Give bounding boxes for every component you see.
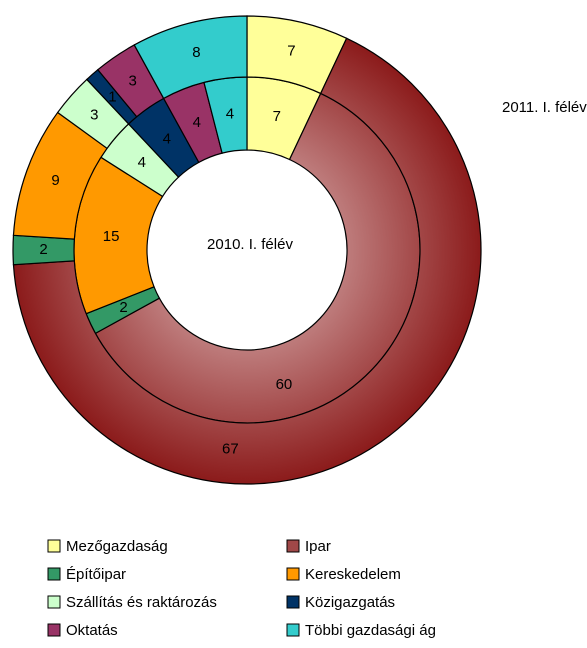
legend-label: Többi gazdasági ág	[305, 622, 436, 639]
data-label: 2	[119, 299, 127, 316]
data-label: 1	[108, 88, 116, 105]
data-label: 4	[226, 106, 234, 123]
data-label: 9	[51, 172, 59, 189]
data-label: 67	[222, 441, 239, 458]
legend-swatch	[286, 567, 300, 581]
legend-swatch	[47, 623, 61, 637]
legend-label: Oktatás	[66, 622, 118, 639]
legend-label: Ipar	[305, 538, 331, 555]
data-label: 4	[193, 114, 201, 131]
data-label: 15	[103, 228, 120, 245]
data-label: 2	[39, 241, 47, 258]
outer-ring-label: 2011. I. félév	[502, 99, 587, 116]
inner-ring-label: 2010. I. félév	[207, 236, 293, 253]
donut-segment	[133, 15, 248, 100]
legend-swatch	[47, 595, 61, 609]
legend-label: Mezőgazdaság	[66, 538, 168, 555]
legend-label: Szállítás és raktározás	[66, 594, 217, 611]
legend-swatch	[47, 567, 61, 581]
data-label: 60	[276, 376, 293, 393]
donut-segment	[12, 37, 482, 485]
legend-label: Kereskedelem	[305, 566, 401, 583]
data-label: 7	[273, 108, 281, 125]
legend-label: Közigazgatás	[305, 594, 395, 611]
legend: Mezőgazdaság Ipar Építőipar Kereskedelem Szá…	[47, 538, 436, 639]
legend-swatch	[286, 623, 300, 637]
legend-label: Építőipar	[66, 566, 126, 583]
data-label: 4	[138, 154, 146, 171]
data-label: 3	[128, 73, 136, 90]
legend-swatch	[286, 539, 300, 553]
data-label: 3	[90, 106, 98, 123]
data-label: 4	[163, 131, 171, 148]
data-label: 7	[287, 42, 295, 59]
legend-swatch	[286, 595, 300, 609]
data-label: 8	[192, 44, 200, 61]
legend-swatch	[47, 539, 61, 553]
